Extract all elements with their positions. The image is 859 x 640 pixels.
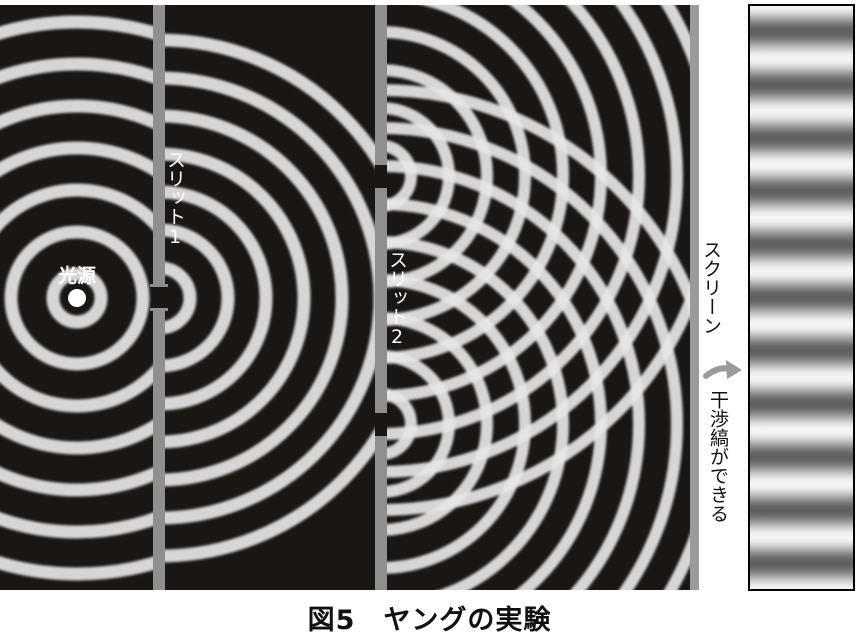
wave-ring xyxy=(387,26,531,326)
wave-ring xyxy=(387,64,493,288)
wave-ring xyxy=(165,147,311,449)
wave-ring xyxy=(387,312,493,536)
light-source-label: 光源 xyxy=(57,264,96,287)
wave-ring xyxy=(0,15,153,581)
wave-ring xyxy=(165,109,349,487)
barrier-2 xyxy=(375,5,387,590)
young-experiment-diagram: 光源 xyxy=(0,4,855,591)
light-source-dot xyxy=(68,289,86,307)
slit1-label: スリット1 xyxy=(164,150,186,248)
wave-ring xyxy=(0,57,153,539)
figure-caption: 図5 ヤングの実験 xyxy=(307,605,552,636)
wave-ring xyxy=(387,5,683,478)
source-waves xyxy=(0,15,153,581)
slit2-label: スリット2 xyxy=(386,250,408,348)
barrier-1 xyxy=(150,5,168,590)
wave-ring xyxy=(387,5,645,440)
wave-ring xyxy=(387,122,683,590)
wave-ring xyxy=(0,99,153,497)
wave-ring xyxy=(0,183,153,413)
screen-label: スクリーン xyxy=(700,240,722,335)
interference-fringes xyxy=(748,4,855,591)
wave-ring xyxy=(165,185,273,411)
wave-ring xyxy=(387,5,569,364)
wave-ring xyxy=(387,388,417,460)
wave-ring xyxy=(387,274,531,574)
wave-ring xyxy=(387,236,569,590)
wave-ring xyxy=(165,223,235,373)
slit2-waves xyxy=(387,5,690,590)
slit1-waves xyxy=(165,33,375,563)
wave-ring xyxy=(387,140,417,212)
wave-ring xyxy=(4,225,150,371)
fringe-label: 干渉縞ができる xyxy=(707,390,729,523)
wave-ring xyxy=(165,261,197,335)
wave-ring xyxy=(46,267,108,329)
wave-ring xyxy=(0,141,153,455)
wave-ring xyxy=(387,160,645,590)
screen xyxy=(690,5,699,590)
